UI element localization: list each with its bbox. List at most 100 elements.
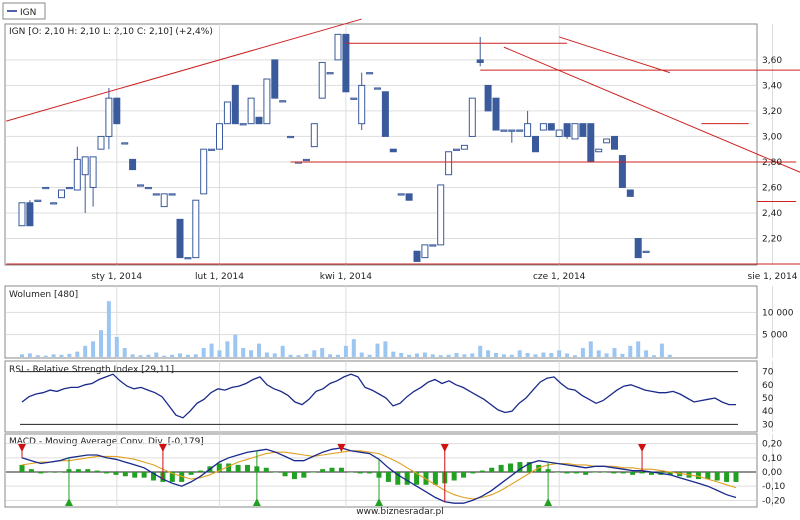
- candle-body: [113, 97, 121, 125]
- macd-histogram-bar: [583, 472, 589, 475]
- volume-bar: [422, 352, 427, 357]
- candle-body: [223, 101, 231, 125]
- macd-histogram-bar: [517, 462, 523, 472]
- volume-bar: [620, 353, 625, 357]
- macd-histogram-bar: [273, 472, 279, 473]
- macd-histogram-bar: [573, 472, 579, 474]
- candle-body: [184, 257, 192, 260]
- candle-body: [445, 151, 453, 176]
- macd-histogram-bar: [291, 472, 297, 480]
- volume-bar: [272, 353, 277, 357]
- rsi-tick-label: 30: [762, 420, 774, 430]
- volume-bar: [304, 353, 309, 357]
- candle-body: [255, 116, 263, 125]
- volume-bar: [328, 354, 333, 357]
- macd-histogram-bar: [132, 472, 138, 478]
- candle-body: [192, 199, 200, 259]
- macd-histogram-bar: [395, 472, 401, 485]
- volume-bar: [470, 353, 475, 357]
- volume-bar: [517, 350, 522, 357]
- volume-bar: [494, 352, 498, 357]
- volume-bar: [375, 343, 380, 357]
- volume-bar: [351, 339, 356, 357]
- macd-histogram-bar: [423, 472, 429, 485]
- volume-bar: [51, 354, 56, 357]
- volume-bar: [407, 354, 412, 357]
- volume-bar: [430, 354, 435, 357]
- candle-body: [97, 135, 105, 150]
- candle-body: [397, 193, 405, 196]
- volume-bar: [99, 330, 103, 357]
- candle-body: [310, 123, 318, 148]
- volume-title: Wolumen [480]: [9, 290, 78, 300]
- legend-ticker: IGN: [20, 8, 36, 18]
- macd-histogram-bar: [320, 469, 326, 472]
- candle-body: [532, 135, 539, 153]
- macd-histogram-bar: [244, 464, 250, 472]
- volume-bar: [541, 352, 546, 357]
- candle-body: [437, 184, 445, 246]
- candle-body: [81, 156, 89, 176]
- price-tick-label: 3,00: [762, 132, 782, 142]
- macd-signal-line: [21, 450, 737, 500]
- candle-body: [239, 123, 247, 126]
- candle-body: [279, 100, 287, 103]
- macd-histogram-bar: [141, 472, 147, 478]
- volume-bar: [533, 354, 538, 357]
- macd-histogram-bar: [94, 470, 100, 472]
- candle-body: [405, 193, 413, 201]
- date-tick-label: kwi 1, 2014: [320, 272, 373, 282]
- volume-bar: [59, 354, 64, 357]
- volume-bar: [478, 345, 483, 357]
- candle-body: [144, 186, 152, 190]
- volume-bar: [27, 353, 32, 357]
- volume-bar: [509, 354, 514, 357]
- volume-bar: [399, 352, 404, 357]
- macd-histogram-bar: [301, 472, 307, 478]
- watermark: www.biznesradar.pl: [356, 507, 443, 517]
- candle-body: [460, 144, 468, 150]
- volume-bar: [415, 353, 419, 357]
- volume-bar: [217, 350, 222, 357]
- volume-bar: [201, 348, 206, 357]
- macd-histogram-bar: [592, 472, 598, 473]
- volume-bar: [154, 352, 159, 357]
- macd-histogram-bar: [601, 472, 607, 473]
- macd-histogram-bar: [536, 464, 542, 472]
- macd-histogram-bar: [648, 472, 654, 475]
- volume-bar: [75, 351, 80, 357]
- price-tick-label: 3,40: [762, 81, 782, 91]
- candle-body: [302, 158, 310, 162]
- date-tick-label: lut 1, 2014: [195, 272, 244, 282]
- macd-histogram-bar: [19, 464, 25, 472]
- macd-histogram-bar: [75, 469, 81, 472]
- price-panel: [4, 23, 758, 266]
- macd-tick-label: 0,00: [762, 468, 782, 478]
- candle-body: [413, 250, 421, 262]
- macd-histogram-bar: [216, 463, 222, 472]
- candle-body: [231, 84, 239, 125]
- candle-body: [287, 135, 295, 139]
- candle-body: [500, 129, 508, 132]
- macd-histogram-bar: [620, 472, 626, 474]
- buy-marker-icon: [252, 498, 261, 506]
- macd-histogram-bar: [479, 470, 485, 472]
- volume-bar: [644, 350, 649, 357]
- volume-bar: [193, 354, 198, 357]
- macd-histogram-bar: [47, 472, 53, 473]
- candle-body: [595, 148, 603, 153]
- candle-body: [326, 72, 334, 75]
- volume-bar: [320, 348, 325, 357]
- volume-bar: [185, 354, 190, 357]
- candle-body: [555, 129, 563, 137]
- volume-bar: [83, 345, 88, 357]
- candle-body: [374, 87, 381, 90]
- volume-bar: [549, 352, 554, 357]
- legend: IGN: [2, 2, 46, 20]
- macd-histogram-bar: [489, 467, 495, 472]
- volume-tick-label: 10 000: [762, 308, 794, 318]
- rsi-line: [21, 373, 736, 419]
- candle-body: [484, 84, 492, 112]
- volume-bar: [525, 352, 530, 357]
- sell-marker-icon: [440, 444, 449, 452]
